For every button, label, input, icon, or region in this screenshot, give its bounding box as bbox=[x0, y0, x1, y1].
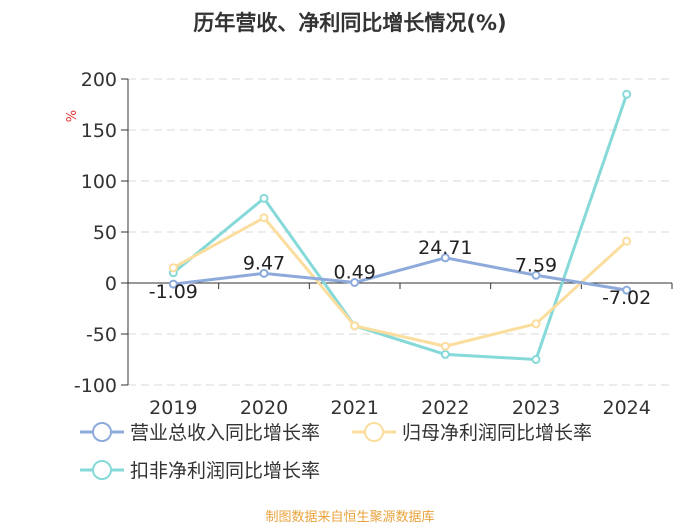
y-tick-label: 0 bbox=[105, 273, 117, 295]
source-note: 制图数据来自恒生聚源数据库 bbox=[265, 509, 434, 525]
series bbox=[168, 89, 632, 364]
data-point bbox=[531, 319, 541, 329]
y-tick-label: 50 bbox=[93, 222, 117, 244]
data-label: 9.47 bbox=[243, 252, 285, 274]
data-point bbox=[259, 213, 269, 223]
y-tick-label: 150 bbox=[81, 120, 117, 142]
data-point bbox=[350, 321, 360, 331]
series-line bbox=[172, 93, 629, 361]
y-tick-label: 200 bbox=[81, 69, 117, 91]
y-axis-unit: % bbox=[65, 110, 80, 122]
data-point bbox=[259, 193, 269, 203]
data-label: 24.71 bbox=[418, 237, 472, 259]
y-tick-label: -50 bbox=[86, 324, 117, 346]
legend-marker bbox=[92, 460, 112, 480]
x-tick-label: 2023 bbox=[512, 397, 560, 419]
data-label: 7.59 bbox=[515, 254, 557, 276]
data-point bbox=[168, 263, 178, 273]
data-label: -1.09 bbox=[149, 281, 198, 303]
data-point bbox=[259, 268, 269, 278]
legend-marker bbox=[92, 422, 112, 442]
data-label: 0.49 bbox=[334, 262, 376, 284]
legend-label: 归母净利润同比增长率 bbox=[402, 422, 592, 444]
data-labels: -1.09 9.47 0.49 24.71 7.59 -7.02 bbox=[149, 237, 652, 309]
legend-marker bbox=[364, 422, 384, 442]
data-point bbox=[168, 279, 178, 289]
x-tick-label: 2021 bbox=[330, 397, 378, 419]
legend-label: 营业总收入同比增长率 bbox=[130, 422, 320, 444]
chart-title: 历年营收、净利同比增长情况(%) bbox=[193, 11, 506, 35]
y-tick-label: -100 bbox=[74, 375, 117, 397]
data-point bbox=[440, 341, 450, 351]
x-tick-label: 2022 bbox=[421, 397, 469, 419]
data-point bbox=[440, 349, 450, 359]
x-tick-label: 2019 bbox=[149, 397, 197, 419]
y-tick-label: 100 bbox=[81, 171, 117, 193]
legend-label: 扣非净利润同比增长率 bbox=[130, 460, 320, 482]
data-label: -7.02 bbox=[602, 287, 651, 309]
data-point bbox=[622, 236, 632, 246]
data-point bbox=[622, 285, 632, 295]
data-point bbox=[531, 270, 541, 280]
data-point bbox=[440, 253, 450, 263]
data-point bbox=[350, 278, 360, 288]
x-tick-label: 2024 bbox=[602, 397, 650, 419]
axes: 200 150 100 50 0 -50 -100 2019 2020 2021 2022 2023 2… bbox=[74, 69, 673, 419]
data-point bbox=[531, 355, 541, 364]
series-line bbox=[173, 256, 627, 292]
x-tick-label: 2020 bbox=[240, 397, 288, 419]
data-point bbox=[622, 89, 632, 99]
series-line bbox=[172, 216, 628, 348]
